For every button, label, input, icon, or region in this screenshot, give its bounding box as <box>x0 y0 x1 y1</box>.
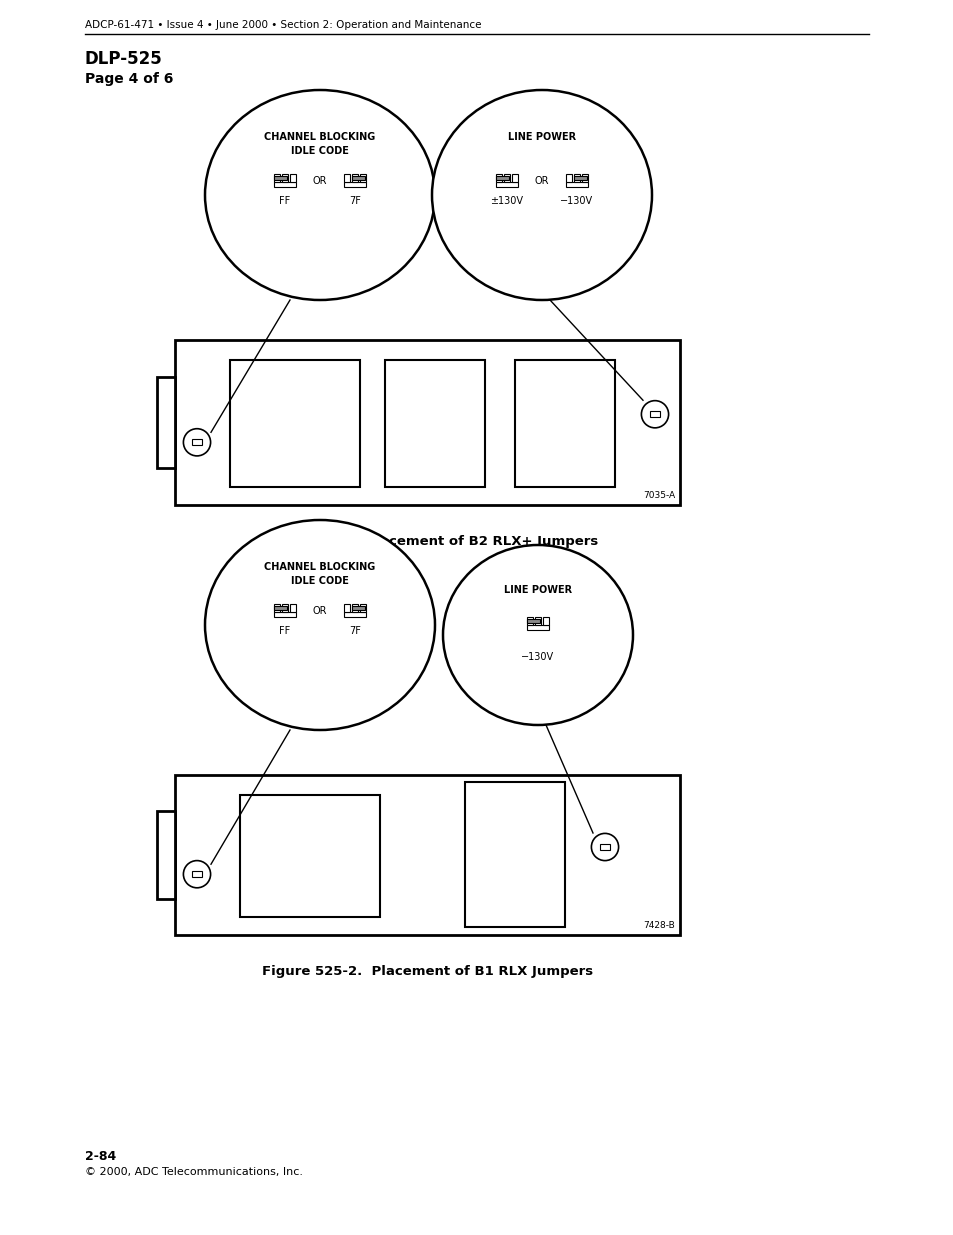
Bar <box>515 359 615 487</box>
Bar <box>192 440 202 446</box>
Bar <box>274 182 295 186</box>
Bar <box>496 174 501 182</box>
Circle shape <box>591 834 618 861</box>
Bar <box>385 359 484 487</box>
Text: Page 4 of 6: Page 4 of 6 <box>85 72 173 86</box>
Bar <box>496 182 517 186</box>
Bar <box>344 182 366 186</box>
Bar <box>527 619 540 622</box>
Bar <box>290 174 295 182</box>
Bar <box>274 177 287 179</box>
Text: CHANNEL BLOCKING: CHANNEL BLOCKING <box>264 562 375 572</box>
Bar <box>290 604 295 613</box>
Bar <box>542 618 548 625</box>
Bar <box>282 174 288 182</box>
Bar <box>274 613 295 618</box>
Bar <box>565 182 587 186</box>
Text: 2-84: 2-84 <box>85 1150 116 1163</box>
Bar <box>526 625 548 630</box>
Bar <box>464 782 564 927</box>
Bar <box>282 604 288 613</box>
Bar <box>352 604 357 613</box>
Bar <box>157 377 174 468</box>
Circle shape <box>640 400 668 427</box>
Bar <box>230 359 359 487</box>
Bar <box>574 177 587 179</box>
Bar <box>581 174 587 182</box>
Text: 7F: 7F <box>349 626 360 636</box>
Text: FF: FF <box>279 196 291 206</box>
Bar <box>359 174 366 182</box>
Text: OR: OR <box>313 606 327 616</box>
Bar <box>352 606 365 610</box>
Text: IDLE CODE: IDLE CODE <box>291 146 349 156</box>
Text: ADCP-61-471 • Issue 4 • June 2000 • Section 2: Operation and Maintenance: ADCP-61-471 • Issue 4 • June 2000 • Sect… <box>85 20 481 30</box>
Text: LINE POWER: LINE POWER <box>503 585 572 595</box>
Bar <box>565 174 572 182</box>
Ellipse shape <box>432 90 651 300</box>
Text: −130V: −130V <box>521 652 554 662</box>
Text: OR: OR <box>535 177 549 186</box>
Bar <box>352 177 365 179</box>
Text: © 2000, ADC Telecommunications, Inc.: © 2000, ADC Telecommunications, Inc. <box>85 1167 303 1177</box>
Circle shape <box>183 861 211 888</box>
Bar <box>192 871 202 877</box>
Bar <box>344 613 366 618</box>
Bar <box>157 811 174 899</box>
Bar <box>344 604 350 613</box>
Text: 7428-B: 7428-B <box>642 921 675 930</box>
Text: Figure 525-3.  Placement of B2 RLX+ Jumpers: Figure 525-3. Placement of B2 RLX+ Jumpe… <box>256 535 598 548</box>
Text: DLP-525: DLP-525 <box>85 49 163 68</box>
Bar <box>359 604 366 613</box>
Text: IDLE CODE: IDLE CODE <box>291 576 349 585</box>
Text: OR: OR <box>313 177 327 186</box>
Text: LINE POWER: LINE POWER <box>507 132 576 142</box>
Bar <box>496 177 509 179</box>
Bar <box>503 174 510 182</box>
Bar <box>526 618 533 625</box>
Bar <box>574 174 579 182</box>
Ellipse shape <box>205 90 435 300</box>
Ellipse shape <box>205 520 435 730</box>
Text: 7F: 7F <box>349 196 360 206</box>
Bar <box>174 340 679 505</box>
Bar <box>649 411 659 417</box>
Text: 7035-A: 7035-A <box>642 492 675 500</box>
Bar <box>352 174 357 182</box>
Bar <box>344 174 350 182</box>
Bar <box>174 776 679 935</box>
Circle shape <box>183 429 211 456</box>
Text: FF: FF <box>279 626 291 636</box>
Text: ±130V: ±130V <box>490 196 523 206</box>
Text: −130V: −130V <box>559 196 593 206</box>
Bar <box>274 606 287 610</box>
Bar <box>240 795 379 918</box>
Bar <box>535 618 540 625</box>
Bar <box>274 604 280 613</box>
Text: Figure 525-2.  Placement of B1 RLX Jumpers: Figure 525-2. Placement of B1 RLX Jumper… <box>262 965 593 978</box>
Ellipse shape <box>442 545 633 725</box>
Bar <box>599 844 610 850</box>
Bar <box>512 174 517 182</box>
Text: CHANNEL BLOCKING: CHANNEL BLOCKING <box>264 132 375 142</box>
Bar <box>274 174 280 182</box>
